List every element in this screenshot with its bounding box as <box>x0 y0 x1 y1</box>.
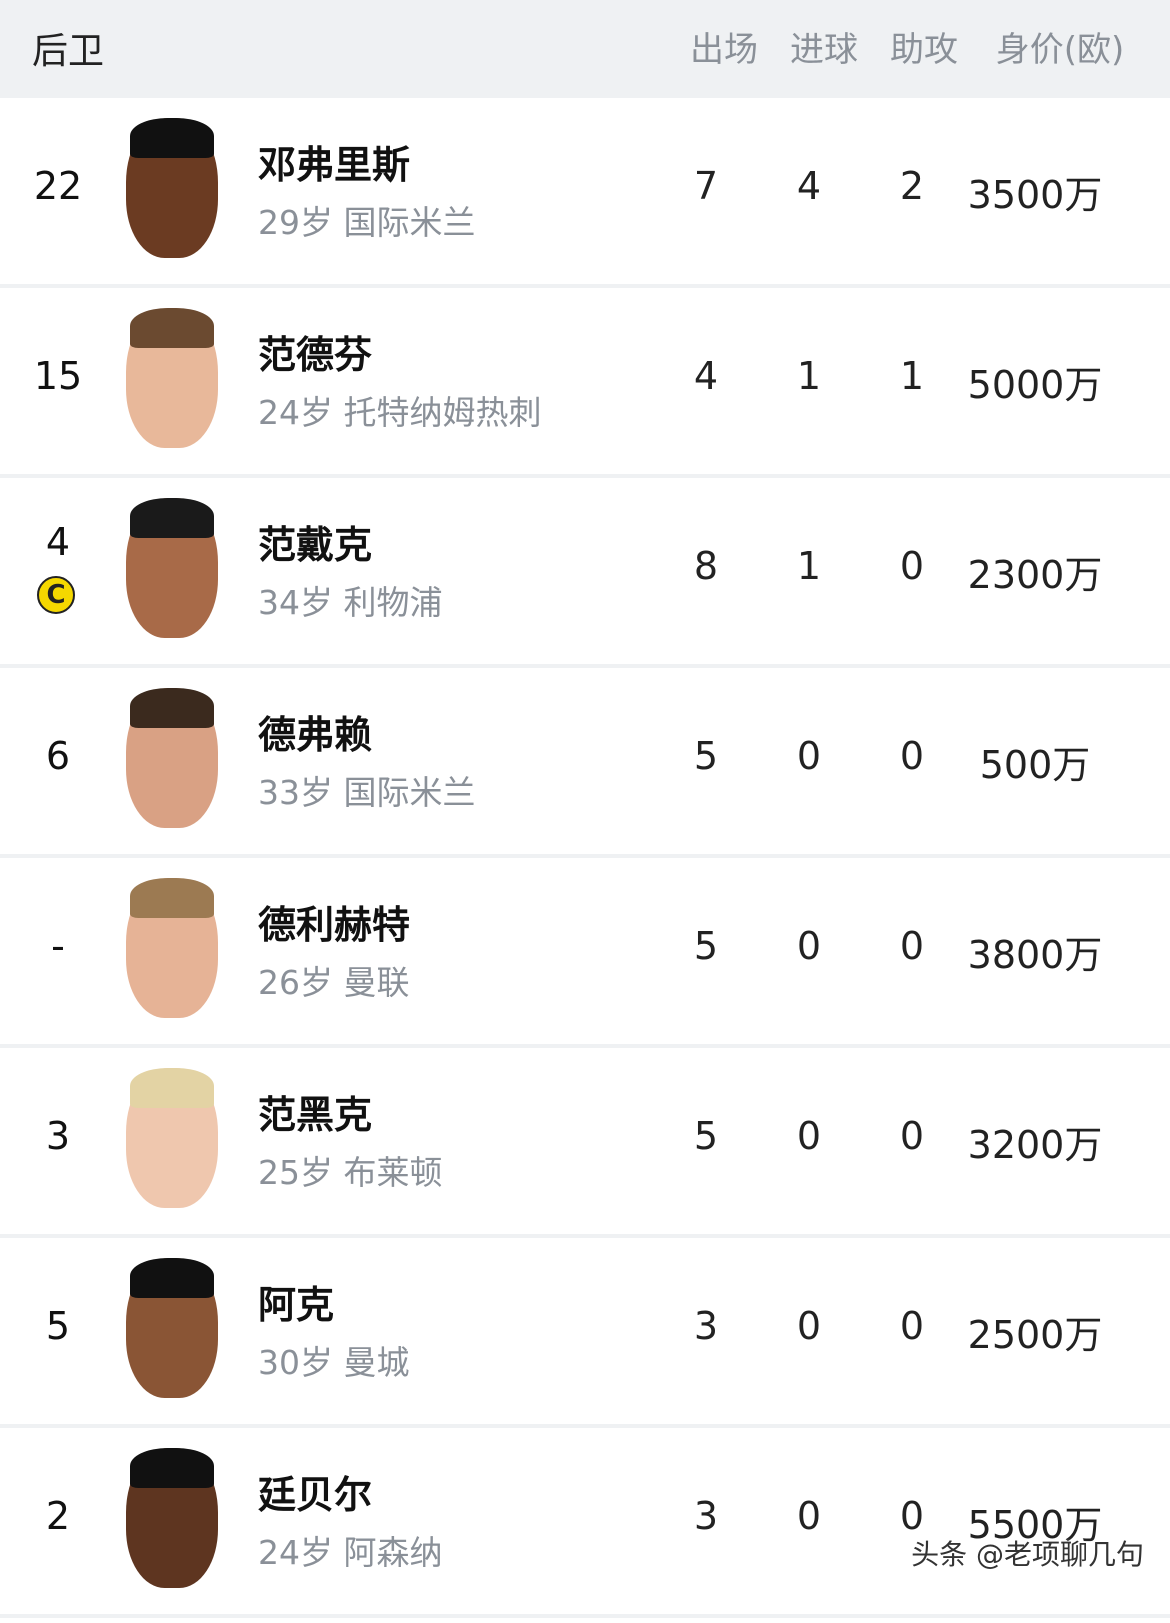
player-avatar <box>126 688 218 828</box>
player-name[interactable]: 范德芬 <box>258 333 373 377</box>
column-goals[interactable]: 进球 <box>790 30 858 70</box>
apps-value: 3 <box>693 1494 719 1538</box>
captain-badge-icon: C <box>37 576 75 614</box>
goals-value: 0 <box>796 1494 822 1538</box>
player-row[interactable]: 15 范德芬 24岁 托特纳姆热刺 4 1 1 5000万 <box>0 288 1170 478</box>
goals-value: 0 <box>796 734 822 778</box>
market-value: 3200万 <box>967 1123 1103 1167</box>
player-avatar <box>126 1068 218 1208</box>
player-avatar <box>126 118 218 258</box>
assists-value: 2 <box>899 164 925 208</box>
column-apps[interactable]: 出场 <box>690 30 758 70</box>
player-info: 24岁 托特纳姆热刺 <box>258 393 542 432</box>
shirt-number: 4 <box>45 520 71 564</box>
market-value: 3800万 <box>967 933 1103 977</box>
player-row[interactable]: 6 德弗赖 33岁 国际米兰 5 0 0 500万 <box>0 668 1170 858</box>
goals-value: 1 <box>796 354 822 398</box>
player-avatar <box>126 498 218 638</box>
player-info: 26岁 曼联 <box>258 963 410 1002</box>
assists-value: 1 <box>899 354 925 398</box>
goals-value: 1 <box>796 544 822 588</box>
player-avatar <box>126 308 218 448</box>
assists-value: 0 <box>899 734 925 778</box>
player-info: 29岁 国际米兰 <box>258 203 476 242</box>
market-value: 500万 <box>979 743 1091 787</box>
assists-value: 0 <box>899 544 925 588</box>
player-row[interactable]: 5 阿克 30岁 曼城 3 0 0 2500万 <box>0 1238 1170 1428</box>
apps-value: 5 <box>693 924 719 968</box>
goals-value: 4 <box>796 164 822 208</box>
player-name[interactable]: 范黑克 <box>258 1093 373 1137</box>
market-value: 3500万 <box>967 173 1103 217</box>
player-info: 25岁 布莱顿 <box>258 1153 443 1192</box>
market-value: 2300万 <box>967 553 1103 597</box>
assists-value: 0 <box>899 924 925 968</box>
apps-value: 4 <box>693 354 719 398</box>
apps-value: 5 <box>693 734 719 778</box>
player-row[interactable]: 4 C 范戴克 34岁 利物浦 8 1 0 2300万 <box>0 478 1170 668</box>
player-avatar <box>126 1448 218 1588</box>
shirt-number: 22 <box>33 164 83 208</box>
column-value[interactable]: 身价(欧) <box>995 30 1125 70</box>
player-row[interactable]: 2 廷贝尔 24岁 阿森纳 3 0 0 5500万 <box>0 1428 1170 1618</box>
assists-value: 0 <box>899 1304 925 1348</box>
player-avatar <box>126 878 218 1018</box>
player-name[interactable]: 德利赫特 <box>258 903 411 947</box>
player-row[interactable]: 3 范黑克 25岁 布莱顿 5 0 0 3200万 <box>0 1048 1170 1238</box>
shirt-number: 6 <box>45 734 71 778</box>
goals-value: 0 <box>796 1114 822 1158</box>
goals-value: 0 <box>796 1304 822 1348</box>
shirt-number: - <box>51 924 65 968</box>
market-value: 5000万 <box>967 363 1103 407</box>
player-info: 30岁 曼城 <box>258 1343 410 1382</box>
player-name[interactable]: 范戴克 <box>258 523 373 567</box>
shirt-number: 15 <box>33 354 83 398</box>
player-name[interactable]: 邓弗里斯 <box>258 143 411 187</box>
column-assists[interactable]: 助攻 <box>890 30 958 70</box>
goals-value: 0 <box>796 924 822 968</box>
apps-value: 3 <box>693 1304 719 1348</box>
apps-value: 5 <box>693 1114 719 1158</box>
market-value: 5500万 <box>967 1503 1103 1547</box>
apps-value: 7 <box>693 164 719 208</box>
market-value: 2500万 <box>967 1313 1103 1357</box>
section-title: 后卫 <box>32 31 105 72</box>
player-info: 24岁 阿森纳 <box>258 1533 443 1572</box>
player-name[interactable]: 廷贝尔 <box>258 1473 373 1517</box>
assists-value: 0 <box>899 1114 925 1158</box>
player-info: 34岁 利物浦 <box>258 583 443 622</box>
player-info: 33岁 国际米兰 <box>258 773 476 812</box>
shirt-number: 3 <box>45 1114 71 1158</box>
player-avatar <box>126 1258 218 1398</box>
player-name[interactable]: 德弗赖 <box>258 713 373 757</box>
shirt-number: 2 <box>45 1494 71 1538</box>
player-row[interactable]: - 德利赫特 26岁 曼联 5 0 0 3800万 <box>0 858 1170 1048</box>
shirt-number: 5 <box>45 1304 71 1348</box>
player-row[interactable]: 22 邓弗里斯 29岁 国际米兰 7 4 2 3500万 <box>0 98 1170 288</box>
apps-value: 8 <box>693 544 719 588</box>
watermark: 头条 @老项聊几句 <box>911 1538 1144 1571</box>
assists-value: 0 <box>899 1494 925 1538</box>
player-name[interactable]: 阿克 <box>258 1283 335 1327</box>
section-header: 后卫 出场 进球 助攻 身价(欧) <box>0 0 1170 98</box>
